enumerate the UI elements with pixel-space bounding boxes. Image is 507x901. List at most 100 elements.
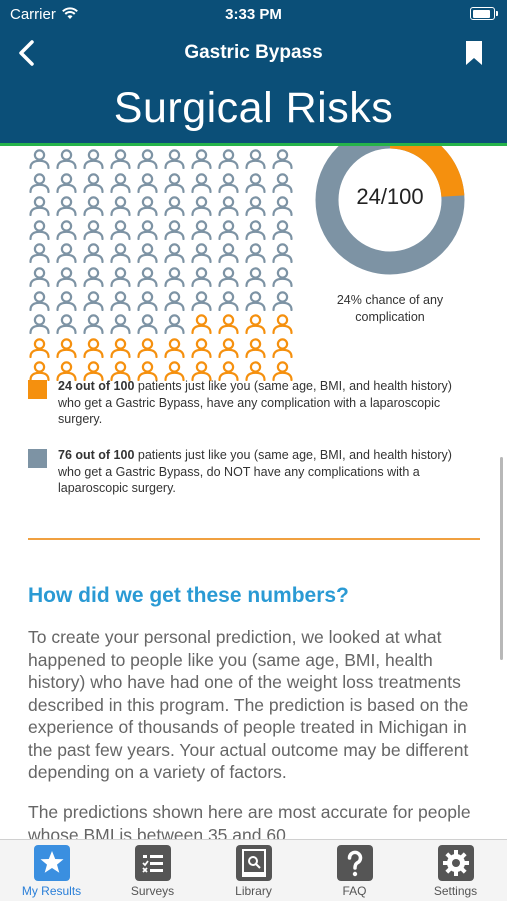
tab-label: FAQ <box>342 884 367 898</box>
person-icon-no-complication <box>55 267 78 288</box>
person-icon-no-complication <box>163 314 186 335</box>
person-icon-no-complication <box>244 196 267 217</box>
person-icon-no-complication <box>82 172 105 193</box>
person-icon-complication <box>163 361 186 382</box>
person-icon-no-complication <box>163 149 186 170</box>
person-icon-no-complication <box>82 196 105 217</box>
person-icon-no-complication <box>217 172 240 193</box>
person-icon-no-complication <box>82 149 105 170</box>
person-icon-no-complication <box>55 172 78 193</box>
person-icon-no-complication <box>82 267 105 288</box>
person-icon-no-complication <box>82 314 105 335</box>
section-divider <box>28 538 480 540</box>
legend-text: 76 out of 100 patients just like you (sa… <box>58 447 468 497</box>
person-icon-no-complication <box>217 220 240 240</box>
person-icon-no-complication <box>244 172 267 193</box>
tab-my-results[interactable]: My Results <box>1 840 102 901</box>
person-icon-no-complication <box>55 220 78 240</box>
person-icon-no-complication <box>136 243 159 264</box>
person-icon-complication <box>109 361 132 382</box>
tab-label: Surveys <box>130 884 175 898</box>
explanation-paragraph: To create your personal prediction, we l… <box>28 627 469 782</box>
page-title: Surgical Risks <box>113 84 394 132</box>
chance-text: 24% chance of any complication <box>336 293 444 324</box>
person-icon-no-complication <box>163 243 186 264</box>
scrollbar[interactable] <box>500 457 503 660</box>
donut-complication-arc <box>389 146 465 198</box>
person-icon-no-complication <box>217 267 240 288</box>
person-icon-complication <box>244 314 267 335</box>
person-icon-no-complication <box>109 172 132 193</box>
person-icon-complication <box>190 361 213 382</box>
donut-track <box>315 146 465 275</box>
status-time: 3:33 PM <box>225 6 282 23</box>
person-icon-no-complication <box>190 267 213 288</box>
person-icon-no-complication <box>217 243 240 264</box>
person-icon-no-complication <box>109 314 132 335</box>
person-icon-complication <box>109 338 132 358</box>
person-icon-no-complication <box>28 290 51 311</box>
risk-donut-chart <box>315 146 465 275</box>
person-icon-complication <box>136 361 159 382</box>
person-icon-no-complication <box>217 149 240 170</box>
person-icon-no-complication <box>82 290 105 311</box>
tab-faq[interactable]: FAQ <box>304 840 405 901</box>
person-icon-no-complication <box>190 290 213 311</box>
person-icon-complication <box>82 338 105 358</box>
person-icon-no-complication <box>271 220 294 240</box>
person-icon-complication <box>271 314 294 335</box>
legend-text: 24 out of 100 patients just like you (sa… <box>58 378 468 428</box>
person-icon-no-complication <box>82 220 105 240</box>
carrier-label: Carrier <box>10 6 56 23</box>
donut-label: 24/100 <box>356 184 424 209</box>
person-icon-no-complication <box>163 267 186 288</box>
person-icon-no-complication <box>244 243 267 264</box>
person-icon-complication <box>28 361 51 382</box>
bookmark-icon[interactable] <box>463 40 485 66</box>
person-icon-complication <box>28 338 51 358</box>
nav-title: Gastric Bypass <box>184 42 323 63</box>
tab-surveys[interactable]: Surveys <box>102 840 203 901</box>
person-icon-no-complication <box>136 172 159 193</box>
people-icon-array <box>28 149 298 382</box>
person-icon-complication <box>55 361 78 382</box>
person-icon-no-complication <box>271 172 294 193</box>
tab-library[interactable]: Library <box>203 840 304 901</box>
person-icon-no-complication <box>28 196 51 217</box>
person-icon-complication <box>244 338 267 358</box>
results-content: 24/100 24% chance of any complication 24… <box>0 146 507 839</box>
person-icon-no-complication <box>271 243 294 264</box>
person-icon-no-complication <box>217 290 240 311</box>
person-icon-no-complication <box>136 314 159 335</box>
person-icon-no-complication <box>271 149 294 170</box>
back-chevron-icon[interactable] <box>14 38 42 68</box>
person-icon-no-complication <box>136 290 159 311</box>
person-icon-no-complication <box>271 290 294 311</box>
legend-swatch-gray <box>28 449 47 468</box>
person-icon-no-complication <box>109 267 132 288</box>
person-icon-no-complication <box>190 149 213 170</box>
person-icon-no-complication <box>244 220 267 240</box>
person-icon-no-complication <box>271 196 294 217</box>
person-icon-complication <box>271 361 294 382</box>
person-icon-no-complication <box>136 220 159 240</box>
person-icon-no-complication <box>28 220 51 240</box>
person-icon-no-complication <box>109 290 132 311</box>
person-icon-no-complication <box>190 243 213 264</box>
legend-swatch-orange <box>28 380 47 399</box>
battery-icon <box>470 7 498 20</box>
question-icon <box>337 845 373 881</box>
person-icon-no-complication <box>28 172 51 193</box>
tab-settings[interactable]: Settings <box>405 840 506 901</box>
person-icon-complication <box>244 361 267 382</box>
tab-bar: My Results Surveys Library <box>0 839 507 901</box>
person-icon-complication <box>217 314 240 335</box>
tab-label: My Results <box>21 884 82 898</box>
person-icon-no-complication <box>163 196 186 217</box>
header: Carrier 3:33 PM Gastric Bypass Surgical … <box>0 0 507 146</box>
person-icon-no-complication <box>109 243 132 264</box>
person-icon-no-complication <box>28 314 51 335</box>
person-icon-no-complication <box>109 220 132 240</box>
person-icon-complication <box>136 338 159 358</box>
person-icon-no-complication <box>136 196 159 217</box>
